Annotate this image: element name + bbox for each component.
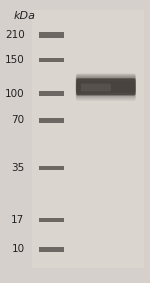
Text: kDa: kDa (14, 11, 36, 21)
Text: 10: 10 (11, 245, 25, 254)
FancyBboxPatch shape (76, 79, 136, 97)
FancyBboxPatch shape (76, 78, 136, 96)
FancyBboxPatch shape (76, 77, 136, 95)
FancyBboxPatch shape (76, 74, 136, 92)
Text: 17: 17 (11, 215, 25, 225)
FancyBboxPatch shape (39, 218, 64, 222)
FancyBboxPatch shape (39, 118, 64, 123)
FancyBboxPatch shape (76, 78, 135, 95)
FancyBboxPatch shape (39, 91, 64, 97)
Text: 100: 100 (5, 89, 25, 99)
FancyBboxPatch shape (76, 76, 136, 94)
FancyBboxPatch shape (76, 80, 136, 98)
Text: 210: 210 (5, 30, 25, 40)
FancyBboxPatch shape (76, 81, 136, 99)
FancyBboxPatch shape (76, 74, 136, 93)
Text: 150: 150 (5, 55, 25, 65)
FancyBboxPatch shape (39, 33, 64, 38)
FancyBboxPatch shape (39, 166, 64, 170)
Text: 35: 35 (11, 163, 25, 173)
FancyBboxPatch shape (81, 83, 111, 91)
FancyBboxPatch shape (76, 82, 136, 100)
FancyBboxPatch shape (32, 10, 144, 268)
FancyBboxPatch shape (76, 75, 136, 93)
FancyBboxPatch shape (39, 247, 64, 252)
FancyBboxPatch shape (76, 80, 136, 98)
FancyBboxPatch shape (39, 58, 64, 63)
Text: 70: 70 (11, 115, 25, 125)
